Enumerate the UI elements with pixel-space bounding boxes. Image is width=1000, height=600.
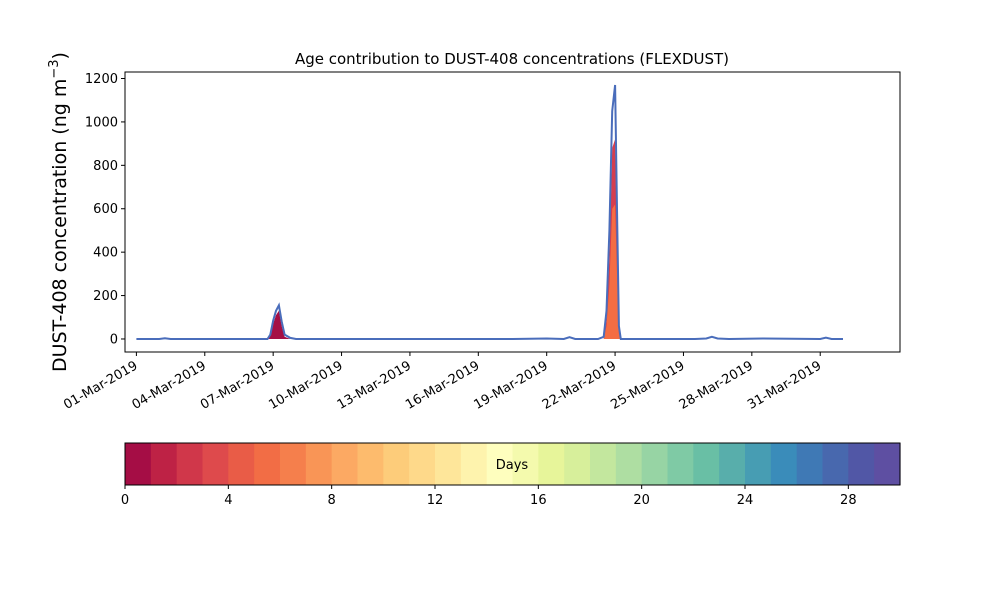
colorbar-segment [176, 443, 204, 485]
y-tick-label: 200 [93, 289, 118, 304]
x-tick-label: 01-Mar-2019 [61, 358, 140, 412]
colorbar-segment [280, 443, 307, 485]
total-concentration-line [136, 84, 843, 341]
y-axis-label-main: DUST-408 concentration (ng m [49, 79, 71, 372]
colorbar-segment [564, 443, 591, 485]
y-axis-label-sup: −3 [47, 59, 62, 78]
x-tick-label: 07-Mar-2019 [198, 358, 277, 412]
colorbar-segment [770, 443, 798, 485]
age-band-0 [267, 310, 291, 339]
y-tick-label: 800 [93, 159, 118, 174]
colorbar-segment [848, 443, 875, 485]
y-tick-label: 600 [93, 202, 118, 217]
y-tick-label: 1200 [85, 72, 118, 87]
y-axis: 0 200 400 600 800 1000 1200 [85, 72, 125, 347]
colorbar-segment [435, 443, 462, 485]
colorbar-tick-label: 24 [737, 493, 754, 508]
colorbar-segment [228, 443, 255, 485]
colorbar [125, 443, 901, 485]
x-tick-label: 10-Mar-2019 [266, 358, 345, 412]
colorbar-segment [383, 443, 410, 485]
y-tick-label: 1000 [85, 115, 118, 130]
colorbar-segment [538, 443, 565, 485]
colorbar-segment [667, 443, 694, 485]
colorbar-segment [305, 443, 333, 485]
colorbar-segment [796, 443, 824, 485]
colorbar-segment [590, 443, 617, 485]
colorbar-segment [254, 443, 281, 485]
x-axis: 01-Mar-201904-Mar-201907-Mar-201910-Mar-… [61, 352, 824, 413]
x-tick-label: 19-Mar-2019 [472, 358, 551, 412]
x-tick-label: 22-Mar-2019 [540, 358, 619, 412]
colorbar-tick-label: 12 [427, 493, 444, 508]
colorbar-tick-label: 0 [121, 493, 129, 508]
colorbar-segment [486, 443, 514, 485]
colorbar-segment [745, 443, 772, 485]
age-band-2 [603, 204, 621, 339]
colorbar-label: Days [496, 458, 529, 473]
colorbar-tick-label: 20 [633, 493, 650, 508]
colorbar-tick-label: 4 [224, 493, 232, 508]
y-tick-label: 0 [110, 332, 118, 347]
colorbar-frame [124, 442, 901, 486]
colorbar-segment [615, 443, 643, 485]
x-tick-label: 13-Mar-2019 [335, 358, 414, 412]
colorbar-segment [331, 443, 359, 485]
colorbar-segment [693, 443, 720, 485]
x-tick-label: 28-Mar-2019 [677, 358, 756, 412]
colorbar-segment [460, 443, 488, 485]
x-tick-label: 04-Mar-2019 [130, 358, 209, 412]
colorbar-segment [641, 443, 669, 485]
y-axis-label: DUST-408 concentration (ng m−3) [47, 52, 71, 372]
colorbar-segment [150, 443, 178, 485]
x-tick-label: 25-Mar-2019 [608, 358, 687, 412]
x-tick-label: 31-Mar-2019 [745, 358, 824, 412]
colorbar-segment [719, 443, 746, 485]
colorbar-segment [357, 443, 384, 485]
age-bands [267, 139, 621, 339]
x-tick-label: 16-Mar-2019 [403, 358, 482, 412]
y-axis-label-close: ) [49, 52, 71, 59]
plot-frame [124, 71, 901, 353]
colorbar-segment [125, 443, 152, 485]
colorbar-segment [409, 443, 436, 485]
colorbar-tick-label: 16 [530, 493, 547, 508]
y-tick-label: 400 [93, 246, 118, 261]
colorbar-segment [874, 443, 901, 485]
colorbar-segment [822, 443, 849, 485]
colorbar-segment [512, 443, 539, 485]
colorbar-segment [202, 443, 229, 485]
colorbar-tick-label: 28 [840, 493, 857, 508]
chart-title: Age contribution to DUST-408 concentrati… [295, 50, 729, 68]
colorbar-tick-label: 8 [328, 493, 336, 508]
colorbar-axis: 0 4 8 12 16 20 24 28 [121, 485, 857, 508]
